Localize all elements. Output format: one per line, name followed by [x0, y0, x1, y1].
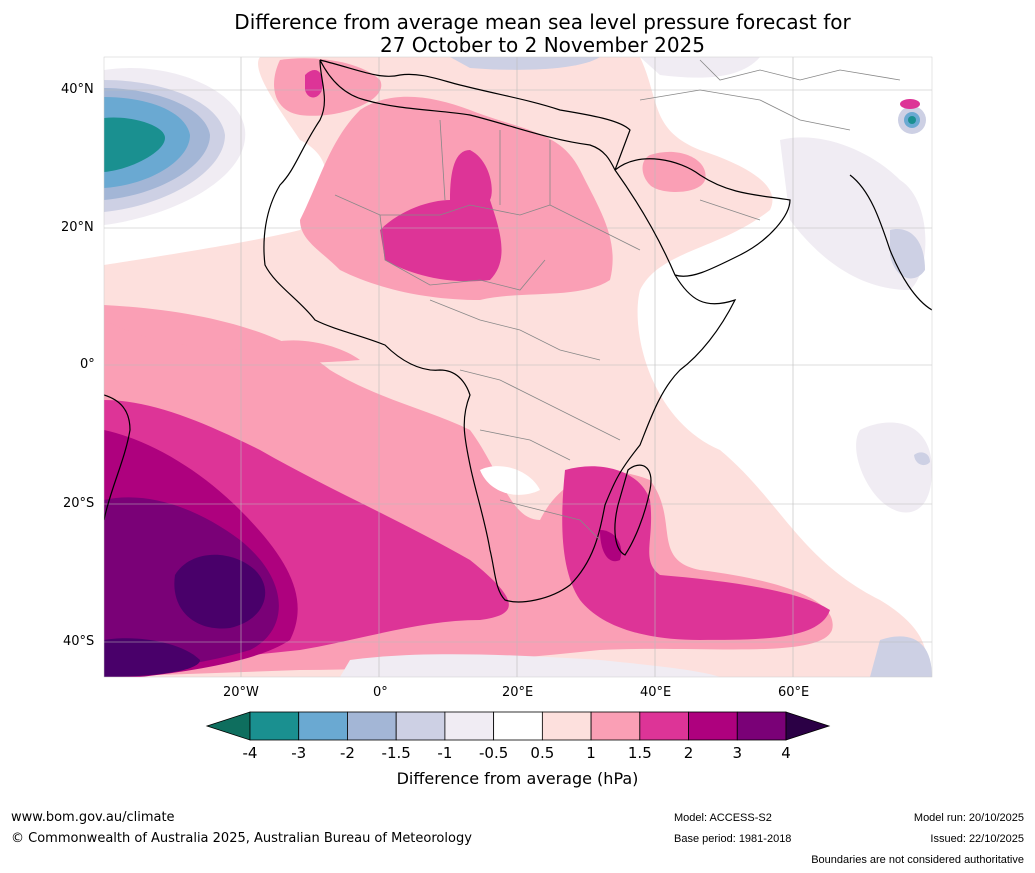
colorbar — [205, 711, 831, 741]
anomaly-neg-patch — [640, 57, 760, 78]
anomaly-1.5-zone — [562, 466, 830, 640]
anomaly-pos-hotspot — [900, 99, 920, 109]
anomaly-neg-patch — [780, 137, 926, 290]
south-america-coastline — [104, 394, 131, 521]
country-boundaries — [334, 59, 901, 541]
colorbar-tick-label: -1.5 — [381, 744, 411, 762]
colorbar-segment — [298, 711, 348, 741]
lat-label-20n: 20°N — [61, 220, 94, 235]
lon-label-0: 0° — [373, 685, 388, 700]
anomaly-1.5-zone — [305, 70, 323, 98]
lat-label-40s: 40°S — [63, 634, 95, 649]
graticule — [104, 57, 932, 677]
anomaly-neg-patch — [870, 636, 932, 677]
india-coastline — [849, 174, 932, 311]
anomaly-1-zone — [642, 151, 706, 192]
footer-disclaimer: Boundaries are not considered authoritat… — [811, 854, 1024, 866]
anomaly-1-zone — [274, 58, 382, 116]
colorbar-tick-label: -4 — [242, 744, 258, 762]
colorbar-tick-label: -1 — [437, 744, 453, 762]
lon-label-20w: 20°W — [223, 685, 259, 700]
lon-label-60e: 60°E — [778, 685, 810, 700]
europe-coastline — [319, 59, 631, 171]
footer-copyright: © Commonwealth of Australia 2025, Austra… — [11, 831, 472, 846]
colorbar-segment — [688, 711, 738, 741]
lat-label-0: 0° — [80, 357, 95, 372]
colorbar-over-arrow — [785, 711, 831, 741]
anomaly-neg-hotspot — [908, 116, 916, 124]
anomaly-4-zone — [104, 638, 200, 677]
colorbar-segment — [639, 711, 689, 741]
colorbar-label: Difference from average (hPa) — [396, 769, 639, 788]
anomaly-neg-patch — [450, 57, 600, 70]
map-title-line1: Difference from average mean sea level p… — [234, 10, 851, 34]
coastlines — [104, 59, 932, 603]
anomaly-neg-patch — [890, 229, 925, 279]
anomaly-neg-patch — [340, 654, 720, 677]
colorbar-tick-label: -0.5 — [478, 744, 509, 762]
colorbar-tick-label: 1.5 — [627, 744, 652, 762]
anomaly-1.5-zone — [380, 150, 502, 282]
map-border — [103, 56, 933, 678]
map-title-line2: 27 October to 2 November 2025 — [379, 33, 706, 57]
lon-label-20e: 20°E — [502, 685, 534, 700]
footer-issued: Issued: 22/10/2025 — [930, 833, 1024, 845]
madagascar-coastline — [614, 464, 652, 556]
lat-label-40n: 40°N — [61, 82, 94, 97]
colorbar-segment — [249, 711, 300, 741]
colorbar-under-arrow — [205, 711, 251, 741]
colorbar-tick-label: -2 — [339, 744, 355, 762]
colorbar-segment — [541, 711, 592, 741]
footer-model-run: Model run: 20/10/2025 — [913, 812, 1024, 824]
colorbar-tick-label: 0.5 — [530, 744, 555, 762]
anomaly-1-zone — [104, 320, 360, 364]
footer-model: Model: ACCESS-S2 — [674, 812, 772, 824]
anomaly-neutral-zone — [480, 466, 540, 495]
colorbar-tick-label: -3 — [291, 744, 307, 762]
footer-url: www.bom.gov.au/climate — [11, 810, 175, 825]
colorbar-segment — [590, 711, 641, 741]
colorbar-segment — [493, 711, 543, 741]
lon-label-40e: 40°E — [640, 685, 672, 700]
colorbar-segment — [347, 711, 397, 741]
colorbar-segment — [444, 711, 495, 741]
anomaly-4-zone — [174, 554, 266, 629]
colorbar-tick-label: 4 — [781, 744, 791, 762]
africa-coastline — [263, 59, 737, 603]
lat-label-20s: 20°S — [63, 496, 95, 511]
colorbar-segment — [736, 711, 787, 741]
colorbar-tick-label: 2 — [683, 744, 694, 762]
anomaly-neg-patch — [856, 422, 932, 513]
arabia-coastline — [614, 158, 791, 277]
footer-base-period: Base period: 1981-2018 — [674, 833, 792, 845]
colorbar-segment — [395, 711, 446, 741]
colorbar-tick-label: 3 — [732, 744, 743, 762]
anomaly-neg-patch — [914, 452, 930, 466]
anomaly-neg-3-zone — [104, 117, 165, 172]
map-frame — [104, 57, 932, 677]
colorbar-tick-label: 1 — [586, 744, 596, 762]
